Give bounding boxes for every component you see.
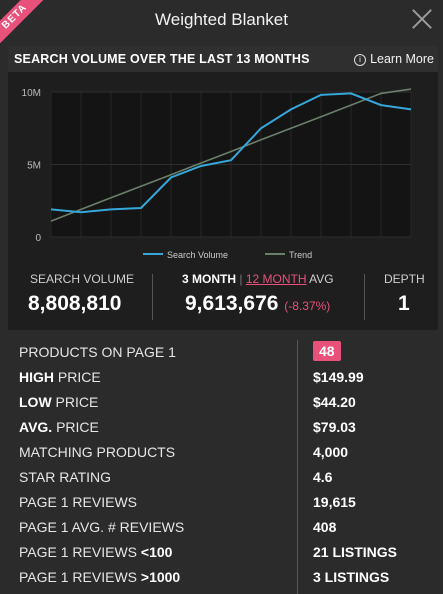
- metric-label: PAGE 1 REVIEWS: [19, 494, 137, 510]
- metric-row: PAGE 1 REVIEWS >1000 3 LISTINGS: [0, 565, 443, 590]
- trend-series-line: [50, 88, 412, 222]
- metric-label: PAGE 1 REVIEWS <100: [19, 544, 173, 560]
- depth-value: 1: [398, 292, 410, 315]
- avg-period-selector: 3 MONTH | 12 MONTH AVG: [182, 272, 334, 286]
- y-tick-label: 0: [35, 233, 41, 244]
- avg-volume: 9,613,676 (-8.37%): [185, 292, 330, 316]
- metric-row: HIGH PRICE $149.99: [0, 365, 443, 390]
- legend-label: Trend: [289, 250, 312, 260]
- stats-bar: SEARCH VOLUME 8,808,810 3 MONTH | 12 MON…: [8, 266, 438, 326]
- three-month-tab[interactable]: 3 MONTH: [182, 272, 236, 286]
- search-volume-series-line: [50, 92, 412, 214]
- header: BETA Weighted Blanket: [0, 0, 443, 44]
- depth-label: DEPTH: [384, 272, 425, 286]
- metric-label: AVG. PRICE: [19, 419, 99, 435]
- metric-row: PAGE 1 REVIEWS 19,615: [0, 490, 443, 515]
- metric-label: PAGE 1 AVG. # REVIEWS: [19, 519, 185, 535]
- metric-label: PRODUCTS ON PAGE 1: [19, 344, 176, 360]
- metric-row: PAGE 1 AVG. # REVIEWS 408: [0, 515, 443, 540]
- tab-separator: |: [239, 272, 243, 286]
- metric-row: LOW PRICE $44.20: [0, 390, 443, 415]
- metric-label: LOW PRICE: [19, 394, 99, 410]
- y-tick-label: 5M: [27, 161, 41, 172]
- metric-label: STAR RATING: [19, 469, 112, 485]
- metric-value: $149.99: [313, 369, 364, 385]
- metric-value: 408: [313, 519, 337, 535]
- search-volume-label: SEARCH VOLUME: [30, 272, 135, 286]
- metric-label: HIGH PRICE: [19, 369, 101, 385]
- divider: [152, 274, 153, 320]
- metric-value: $79.03: [313, 419, 356, 435]
- metric-row: PAGE 1 REVIEWS <100 21 LISTINGS: [0, 540, 443, 565]
- metric-value: 19,615: [313, 494, 356, 510]
- panel-title: SEARCH VOLUME OVER THE LAST 13 MONTHS: [14, 52, 310, 66]
- metric-value: 4.6: [313, 469, 333, 485]
- avg-volume-value: 9,613,676: [185, 292, 279, 315]
- search-volume-chart: 0 5M 10M Search Volume Trend: [22, 88, 412, 260]
- info-icon: i: [354, 54, 367, 66]
- twelve-month-tab[interactable]: 12 MONTH: [245, 272, 307, 286]
- close-icon[interactable]: [411, 8, 433, 30]
- search-volume-value: 8,808,810: [28, 292, 122, 315]
- avg-label: AVG: [309, 272, 334, 286]
- learn-more-link[interactable]: i Learn More: [354, 52, 434, 66]
- products-count-badge: 48: [313, 341, 341, 361]
- metric-label: PAGE 1 REVIEWS >1000: [19, 569, 181, 585]
- avg-change: (-8.37%): [284, 299, 331, 313]
- metric-row: PRODUCTS ON PAGE 1 48: [0, 340, 443, 365]
- metric-row: STAR RATING 4.6: [0, 465, 443, 490]
- column-divider: [297, 340, 298, 594]
- metric-value: $44.20: [313, 394, 356, 410]
- y-tick-label: 10M: [22, 88, 41, 99]
- metric-value: 21 LISTINGS: [313, 544, 398, 560]
- divider: [364, 274, 365, 320]
- window-title: Weighted Blanket: [155, 10, 288, 29]
- metric-row: MATCHING PRODUCTS 4,000: [0, 440, 443, 465]
- metric-row: AVG. PRICE $79.03: [0, 415, 443, 440]
- metric-value: 3 LISTINGS: [313, 569, 390, 585]
- metric-label: MATCHING PRODUCTS: [19, 444, 176, 460]
- metric-value: 4,000: [313, 444, 349, 460]
- legend-label: Search Volume: [167, 250, 228, 260]
- learn-more-label: Learn More: [370, 52, 434, 66]
